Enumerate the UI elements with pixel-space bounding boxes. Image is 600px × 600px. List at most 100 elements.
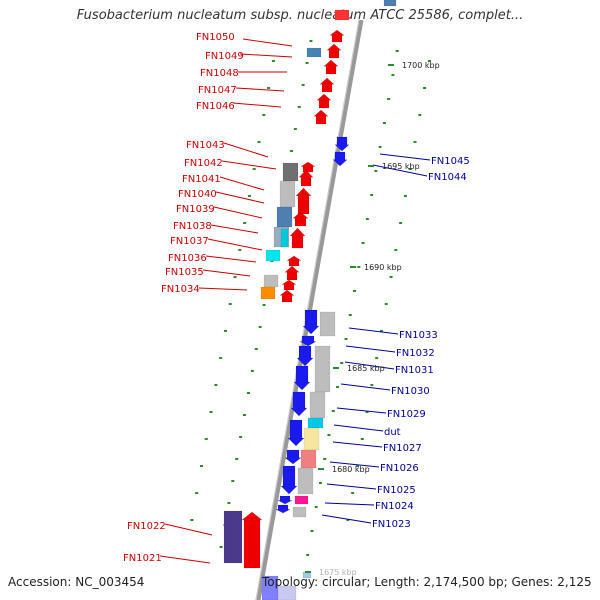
gene-arrow-forward[interactable] — [323, 59, 339, 75]
gene-feature[interactable] — [277, 585, 297, 600]
gene-feature[interactable] — [276, 206, 293, 228]
gene-label-fn1021[interactable]: FN1021 — [123, 553, 162, 564]
gene-feature[interactable] — [223, 510, 243, 564]
track-tick — [365, 411, 369, 413]
gene-label-fn1036[interactable]: FN1036 — [168, 253, 207, 264]
gene-label-fn1047[interactable]: FN1047 — [198, 85, 237, 96]
gene-arrow-reverse[interactable] — [334, 136, 350, 152]
gene-arrow-reverse[interactable] — [296, 345, 314, 367]
gene-label-fn1038[interactable]: FN1038 — [173, 221, 212, 232]
gene-arrow-reverse[interactable] — [275, 504, 291, 514]
kbp-label: 1680 kbp — [332, 465, 370, 474]
gene-label-fn1022[interactable]: FN1022 — [127, 521, 166, 532]
gene-label-fn1044[interactable]: FN1044 — [428, 172, 467, 183]
gene-feature[interactable] — [306, 47, 322, 58]
gene-arrow-forward[interactable] — [316, 93, 332, 109]
gene-feature[interactable] — [279, 180, 296, 208]
label-leader — [215, 191, 265, 204]
track-tick — [190, 519, 194, 521]
gene-arrow-forward[interactable] — [241, 511, 263, 569]
gene-arrow-reverse[interactable] — [280, 465, 298, 495]
gene-label-fn1045[interactable]: FN1045 — [431, 156, 470, 167]
label-leader — [213, 206, 263, 219]
gene-arrow-reverse[interactable] — [299, 335, 317, 347]
gene-arrow-forward[interactable] — [279, 289, 295, 303]
gene-arrow-forward[interactable] — [284, 265, 300, 281]
gene-arrow-reverse[interactable] — [284, 449, 302, 465]
label-leader — [321, 514, 372, 524]
gene-arrow-forward[interactable] — [295, 187, 312, 215]
gene-label-fn1023[interactable]: FN1023 — [372, 519, 411, 530]
gene-feature[interactable] — [314, 345, 331, 393]
track-tick — [391, 74, 395, 76]
gene-label-fn1032[interactable]: FN1032 — [396, 348, 435, 359]
gene-feature[interactable] — [260, 286, 276, 300]
label-leader — [159, 555, 211, 564]
gene-label-fn1034[interactable]: FN1034 — [161, 284, 200, 295]
gene-feature[interactable] — [294, 495, 309, 505]
gene-arrow-reverse[interactable] — [332, 151, 348, 167]
gene-arrow-reverse[interactable] — [290, 391, 308, 417]
gene-arrow-forward[interactable] — [313, 109, 329, 125]
track-tick — [289, 150, 293, 152]
gene-arrow-forward[interactable] — [329, 29, 345, 43]
gene-label-fn1039[interactable]: FN1039 — [176, 204, 215, 215]
gene-label-fn1031[interactable]: FN1031 — [395, 365, 434, 376]
gene-label-fn1025[interactable]: FN1025 — [377, 485, 416, 496]
gene-label-fn1048[interactable]: FN1048 — [200, 68, 239, 79]
gene-feature[interactable] — [300, 449, 317, 469]
kbp-tick — [318, 468, 324, 470]
gene-feature[interactable] — [319, 311, 336, 337]
gene-arrow-forward[interactable] — [319, 77, 335, 93]
gene-feature[interactable] — [383, 0, 397, 7]
gene-label-fn1046[interactable]: FN1046 — [196, 101, 235, 112]
gene-arrow-forward[interactable] — [298, 169, 314, 187]
gene-arrow-forward[interactable] — [300, 161, 316, 173]
gene-label-fn1050[interactable]: FN1050 — [196, 32, 235, 43]
track-tick — [323, 458, 327, 460]
gene-feature[interactable] — [307, 417, 324, 429]
gene-feature[interactable] — [334, 9, 350, 21]
track-tick — [403, 195, 407, 197]
gene-arrow-reverse[interactable] — [293, 365, 311, 391]
gene-label-fn1037[interactable]: FN1037 — [170, 236, 209, 247]
gene-feature[interactable] — [297, 467, 314, 495]
gene-label-fn1042[interactable]: FN1042 — [184, 158, 223, 169]
label-leader — [198, 287, 248, 291]
gene-arrow-forward[interactable] — [292, 211, 309, 227]
gene-arrow-reverse[interactable] — [302, 309, 320, 335]
label-leader — [379, 153, 431, 161]
track-tick — [340, 362, 344, 364]
gene-feature[interactable] — [303, 427, 320, 451]
gene-label-fn1035[interactable]: FN1035 — [165, 267, 204, 278]
gene-label-fn1029[interactable]: FN1029 — [387, 409, 426, 420]
gene-label-dut[interactable]: dut — [384, 427, 401, 438]
gene-feature[interactable] — [265, 249, 281, 262]
gene-feature[interactable] — [309, 391, 326, 419]
gene-arrow-forward[interactable] — [289, 227, 306, 249]
kbp-tick — [333, 367, 339, 369]
track-tick — [361, 242, 365, 244]
label-leader — [333, 424, 384, 432]
gene-label-fn1030[interactable]: FN1030 — [391, 386, 430, 397]
track-tick — [360, 438, 364, 440]
gene-arrow-forward[interactable] — [286, 255, 302, 267]
gene-label-fn1027[interactable]: FN1027 — [383, 443, 422, 454]
gene-arrow-reverse[interactable] — [287, 419, 305, 447]
gene-arrow-forward[interactable] — [281, 279, 297, 291]
gene-label-fn1049[interactable]: FN1049 — [205, 51, 244, 62]
gene-feature[interactable] — [263, 274, 279, 288]
gene-label-fn1040[interactable]: FN1040 — [178, 189, 217, 200]
gene-label-fn1033[interactable]: FN1033 — [399, 330, 438, 341]
gene-feature[interactable] — [282, 162, 299, 182]
gene-feature[interactable] — [280, 228, 289, 248]
gene-label-fn1024[interactable]: FN1024 — [375, 501, 414, 512]
label-leader — [202, 269, 251, 277]
gene-label-fn1043[interactable]: FN1043 — [186, 140, 225, 151]
gene-arrow-forward[interactable] — [326, 43, 342, 59]
gene-arrow-reverse[interactable] — [277, 495, 293, 505]
gene-feature[interactable] — [292, 506, 307, 518]
gene-label-fn1026[interactable]: FN1026 — [380, 463, 419, 474]
gene-label-fn1041[interactable]: FN1041 — [182, 174, 221, 185]
